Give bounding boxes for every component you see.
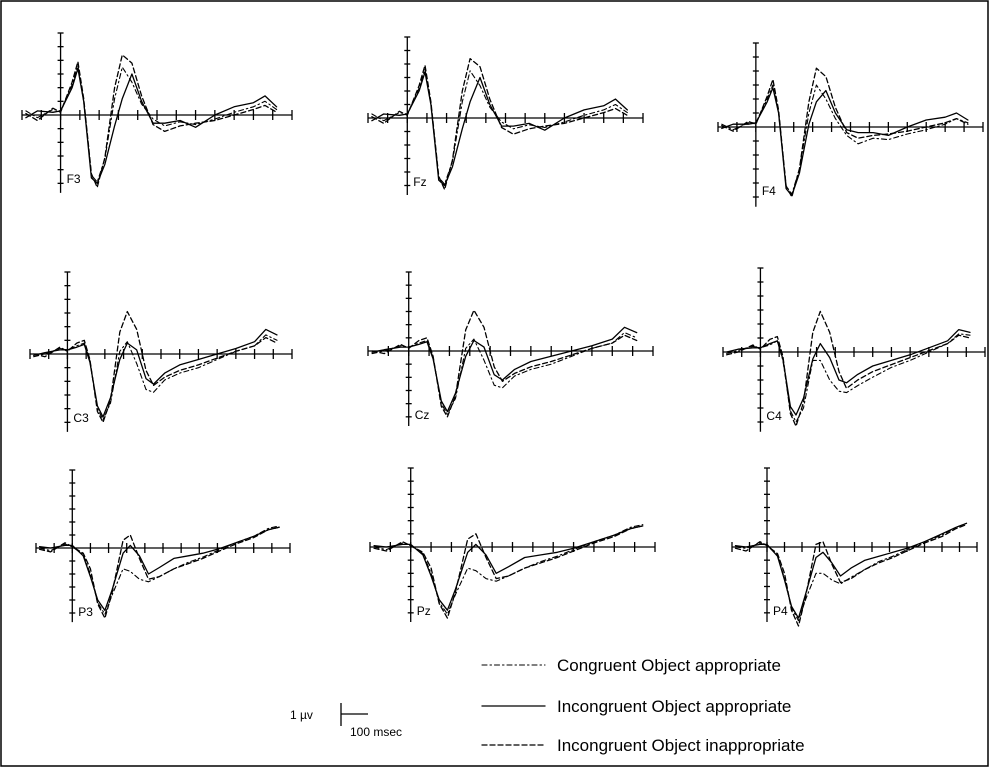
electrode-panels: F3 Fz F4 C3 Cz C4 P3 Pz P4 — [21, 32, 986, 627]
electrode-label: C3 — [73, 411, 89, 425]
electrode-label: F3 — [67, 172, 81, 186]
waveform-inappropriate — [371, 309, 638, 418]
legend-label-incongruent: Incongruent Object appropriate — [557, 697, 791, 716]
panel-c3: C3 — [29, 271, 293, 432]
waveform-congruent — [721, 84, 969, 195]
waveform-congruent — [33, 334, 278, 421]
scale-time-label: 100 msec — [350, 725, 402, 739]
electrode-label: C4 — [766, 409, 782, 423]
panel-c4: C4 — [722, 267, 986, 432]
waveform-incongruent — [371, 326, 638, 413]
panel-pz: Pz — [369, 467, 656, 623]
waveform-inappropriate — [373, 525, 644, 619]
panel-p3: P3 — [35, 469, 291, 623]
waveform-incongruent — [25, 67, 278, 184]
electrode-label: P3 — [78, 605, 93, 619]
electrode-label: F4 — [762, 184, 776, 198]
waveform-congruent — [726, 333, 971, 423]
electrode-label: Fz — [413, 175, 426, 189]
scale-voltage-label: 1 µv — [290, 708, 313, 722]
waveform-inappropriate — [721, 67, 969, 198]
waveform-congruent — [39, 525, 280, 615]
waveform-inappropriate — [734, 523, 968, 627]
waveform-incongruent — [726, 328, 971, 416]
waveform-congruent — [373, 524, 644, 615]
panel-f3: F3 — [21, 32, 293, 193]
waveform-congruent — [371, 332, 638, 415]
legend-label-inappropriate: Incongruent Object inappropriate — [557, 736, 805, 755]
panel-cz: Cz — [367, 271, 654, 427]
panel-fz: Fz — [367, 36, 644, 195]
panel-f4: F4 — [717, 42, 984, 207]
legend: Congruent Object appropriate Incongruent… — [481, 656, 805, 755]
waveform-incongruent — [734, 522, 968, 619]
waveform-incongruent — [721, 87, 969, 197]
electrode-label: Pz — [417, 604, 431, 618]
panel-p4: P4 — [731, 467, 978, 627]
waveform-incongruent — [38, 526, 280, 612]
waveform-incongruent — [373, 525, 644, 611]
waveform-inappropriate — [33, 310, 278, 423]
waveform-incongruent — [371, 71, 628, 187]
electrode-label: P4 — [773, 604, 788, 618]
legend-label-congruent: Congruent Object appropriate — [557, 656, 781, 675]
waveform-congruent — [25, 65, 278, 183]
waveform-inappropriate — [25, 54, 278, 189]
electrode-label: Cz — [415, 408, 430, 422]
waveform-congruent — [371, 68, 628, 185]
scale-bar: 1 µv 100 msec — [290, 703, 402, 739]
waveform-incongruent — [33, 328, 278, 418]
waveform-inappropriate — [38, 526, 280, 619]
waveform-inappropriate — [371, 57, 628, 191]
waveform-inappropriate — [726, 310, 971, 427]
